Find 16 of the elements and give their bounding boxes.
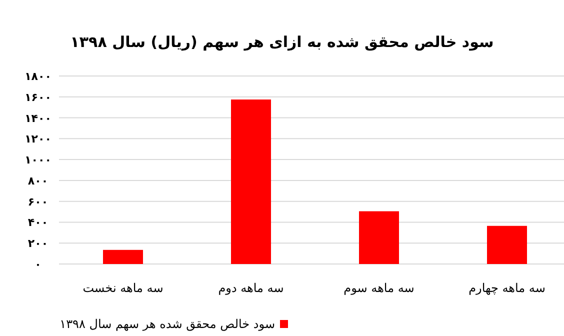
y-tick-label: ۱۲۰۰ xyxy=(24,132,52,146)
x-tick-label: سه ماهه نخست xyxy=(82,281,164,295)
y-tick-label: ۱۶۰۰ xyxy=(24,90,52,104)
y-tick-label: ۲۰۰ xyxy=(28,237,48,250)
y-tick-label: ۸۰۰ xyxy=(28,174,48,188)
x-tick-label: سه ماهه چهارم xyxy=(468,281,546,295)
y-tick-label: ۰ xyxy=(34,258,42,271)
y-tick-label: ۶۰۰ xyxy=(28,195,48,208)
x-tick-label: سه ماهه دوم xyxy=(218,281,284,295)
y-tick-label: ۱۴۰۰ xyxy=(24,112,52,125)
x-tick-label: سه ماهه سوم xyxy=(344,281,414,295)
y-tick-label: ۱۰۰۰ xyxy=(24,154,52,167)
legend-label: سود خالص محقق شده هر سهم سال ۱۳۹۸ xyxy=(60,317,275,331)
y-tick-label: ۴۰۰ xyxy=(28,216,48,230)
title: سود خالص محقق شده به ازای هر سهم (ریال) سال ۱۳۹۸ xyxy=(70,33,494,51)
y-tick-label: ۱۸۰۰ xyxy=(24,70,52,83)
